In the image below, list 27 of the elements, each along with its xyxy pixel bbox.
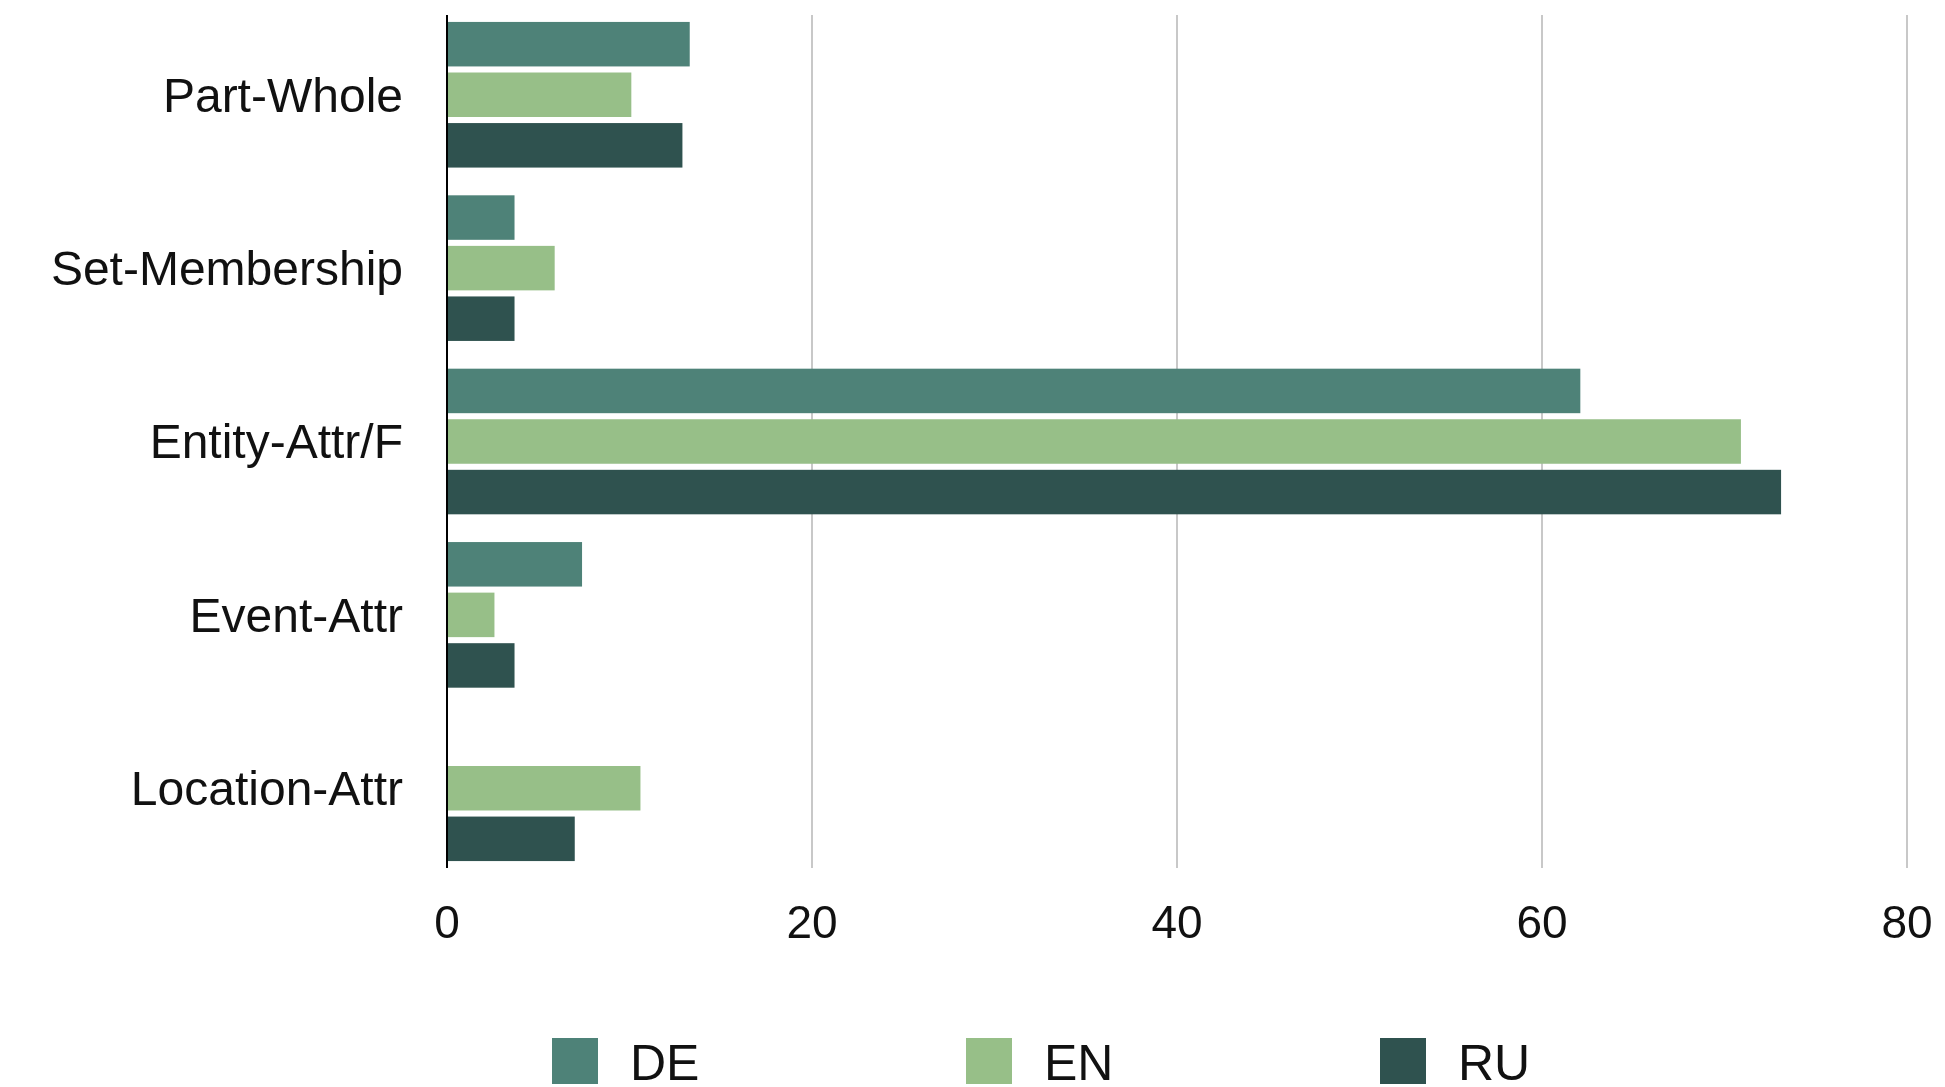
bar [447,419,1741,464]
x-tick-label: 40 [1151,896,1203,948]
x-tick-label: 0 [434,896,460,948]
y-tick-label: Entity-Attr/F [149,415,403,469]
bar [447,21,690,67]
bar [447,123,683,168]
y-tick-label: Event-Attr [189,588,404,642]
legend-label: DE [630,1034,700,1087]
bar [447,368,1581,414]
bar [447,816,575,862]
bar [447,245,555,291]
legend-label: EN [1044,1034,1114,1087]
bar [447,643,515,688]
x-tick-label: 20 [786,896,838,948]
y-tick-label: Part-Whole [162,68,403,122]
y-tick-label: Set-Membership [50,241,403,295]
bar [447,592,495,638]
x-tick-label: 60 [1516,896,1568,948]
y-tick-label: Location-Attr [130,762,404,816]
legend-label: RU [1458,1034,1531,1087]
bar [447,542,583,587]
bar [447,766,641,811]
x-tick-label: 80 [1881,896,1933,948]
bar [447,72,632,117]
bar [447,469,1782,515]
bar [447,195,515,240]
bar [447,296,515,341]
